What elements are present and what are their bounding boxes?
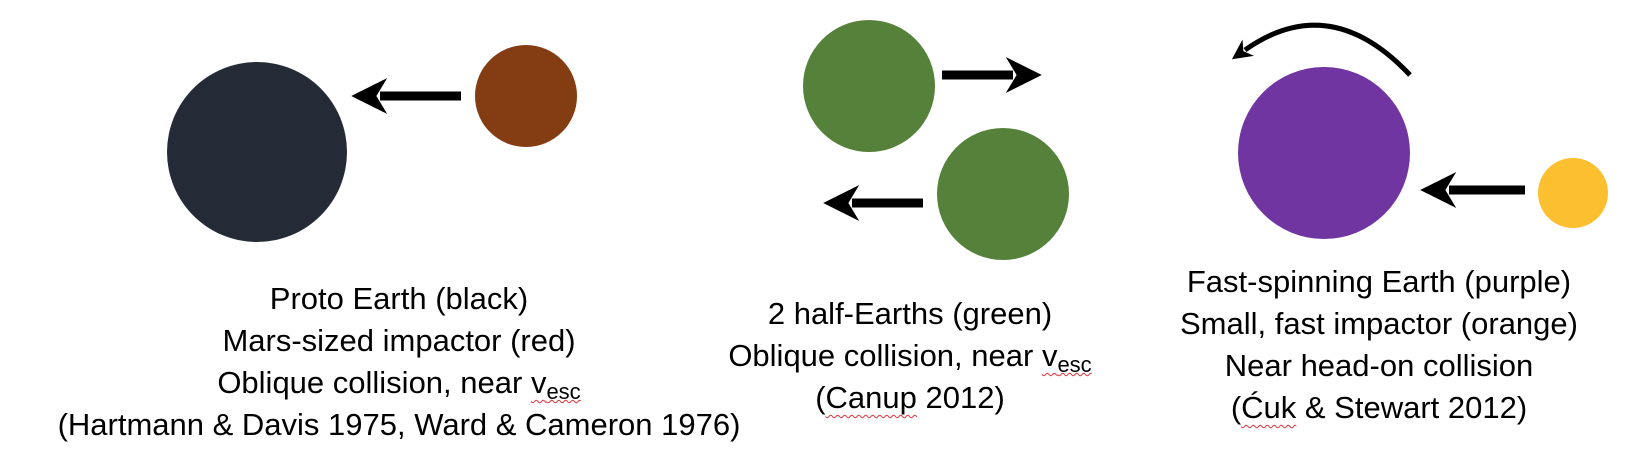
half-earth-bottom-circle bbox=[937, 128, 1069, 260]
reference-open-paren: ( bbox=[1230, 390, 1242, 425]
velocity-subscript: esc bbox=[546, 379, 581, 404]
half-earth-top-circle bbox=[803, 20, 935, 152]
head-on-collision-label: Near head-on collision bbox=[1224, 348, 1534, 383]
half-earths-caption: 2 half-Earths (green) Oblique collision,… bbox=[700, 293, 1120, 419]
reference-open-paren: ( bbox=[815, 380, 826, 415]
reference-author: Ćuk bbox=[1241, 390, 1297, 425]
half-earths-collision-label: Oblique collision, near vesc bbox=[700, 335, 1120, 377]
velocity-symbol: v bbox=[1041, 338, 1058, 373]
collision-type-text: Oblique collision, near bbox=[217, 365, 531, 400]
velocity-symbol: v bbox=[530, 365, 547, 400]
mars-impactor-label: Mars-sized impactor (red) bbox=[222, 323, 576, 358]
reference-author: Canup bbox=[825, 380, 917, 415]
reference-year: & Stewart 2012) bbox=[1296, 390, 1528, 425]
half-earths-reference: (Canup 2012) bbox=[700, 377, 1120, 419]
giant-impact-caption: Proto Earth (black) Mars-sized impactor … bbox=[10, 278, 788, 446]
proto-earth-label: Proto Earth (black) bbox=[269, 281, 529, 316]
small-impactor-label: Small, fast impactor (orange) bbox=[1180, 306, 1578, 341]
spin-arrow-curved bbox=[1231, 22, 1412, 77]
mars-sized-impactor-circle bbox=[475, 45, 577, 147]
escape-velocity-symbol: vesc bbox=[530, 365, 581, 403]
small-fast-impactor-circle bbox=[1538, 158, 1608, 228]
half-earths-escape-velocity-symbol: vesc bbox=[1041, 338, 1092, 376]
half-earths-label: 2 half-Earths (green) bbox=[767, 296, 1053, 331]
collision-type-label: Oblique collision, near vesc bbox=[10, 362, 788, 404]
proto-earth-circle bbox=[167, 62, 347, 242]
half-earths-collision-text: Oblique collision, near bbox=[728, 338, 1042, 373]
fast-spin-caption: Fast-spinning Earth (purple) Small, fast… bbox=[1124, 261, 1634, 429]
giant-impact-reference: (Hartmann & Davis 1975, Ward & Cameron 1… bbox=[57, 407, 741, 442]
fast-spinning-earth-circle bbox=[1238, 67, 1410, 239]
fast-spin-reference: (Ćuk & Stewart 2012) bbox=[1124, 387, 1634, 429]
reference-year: 2012) bbox=[916, 380, 1005, 415]
fast-spinning-earth-label: Fast-spinning Earth (purple) bbox=[1186, 264, 1572, 299]
velocity-subscript: esc bbox=[1057, 352, 1092, 377]
